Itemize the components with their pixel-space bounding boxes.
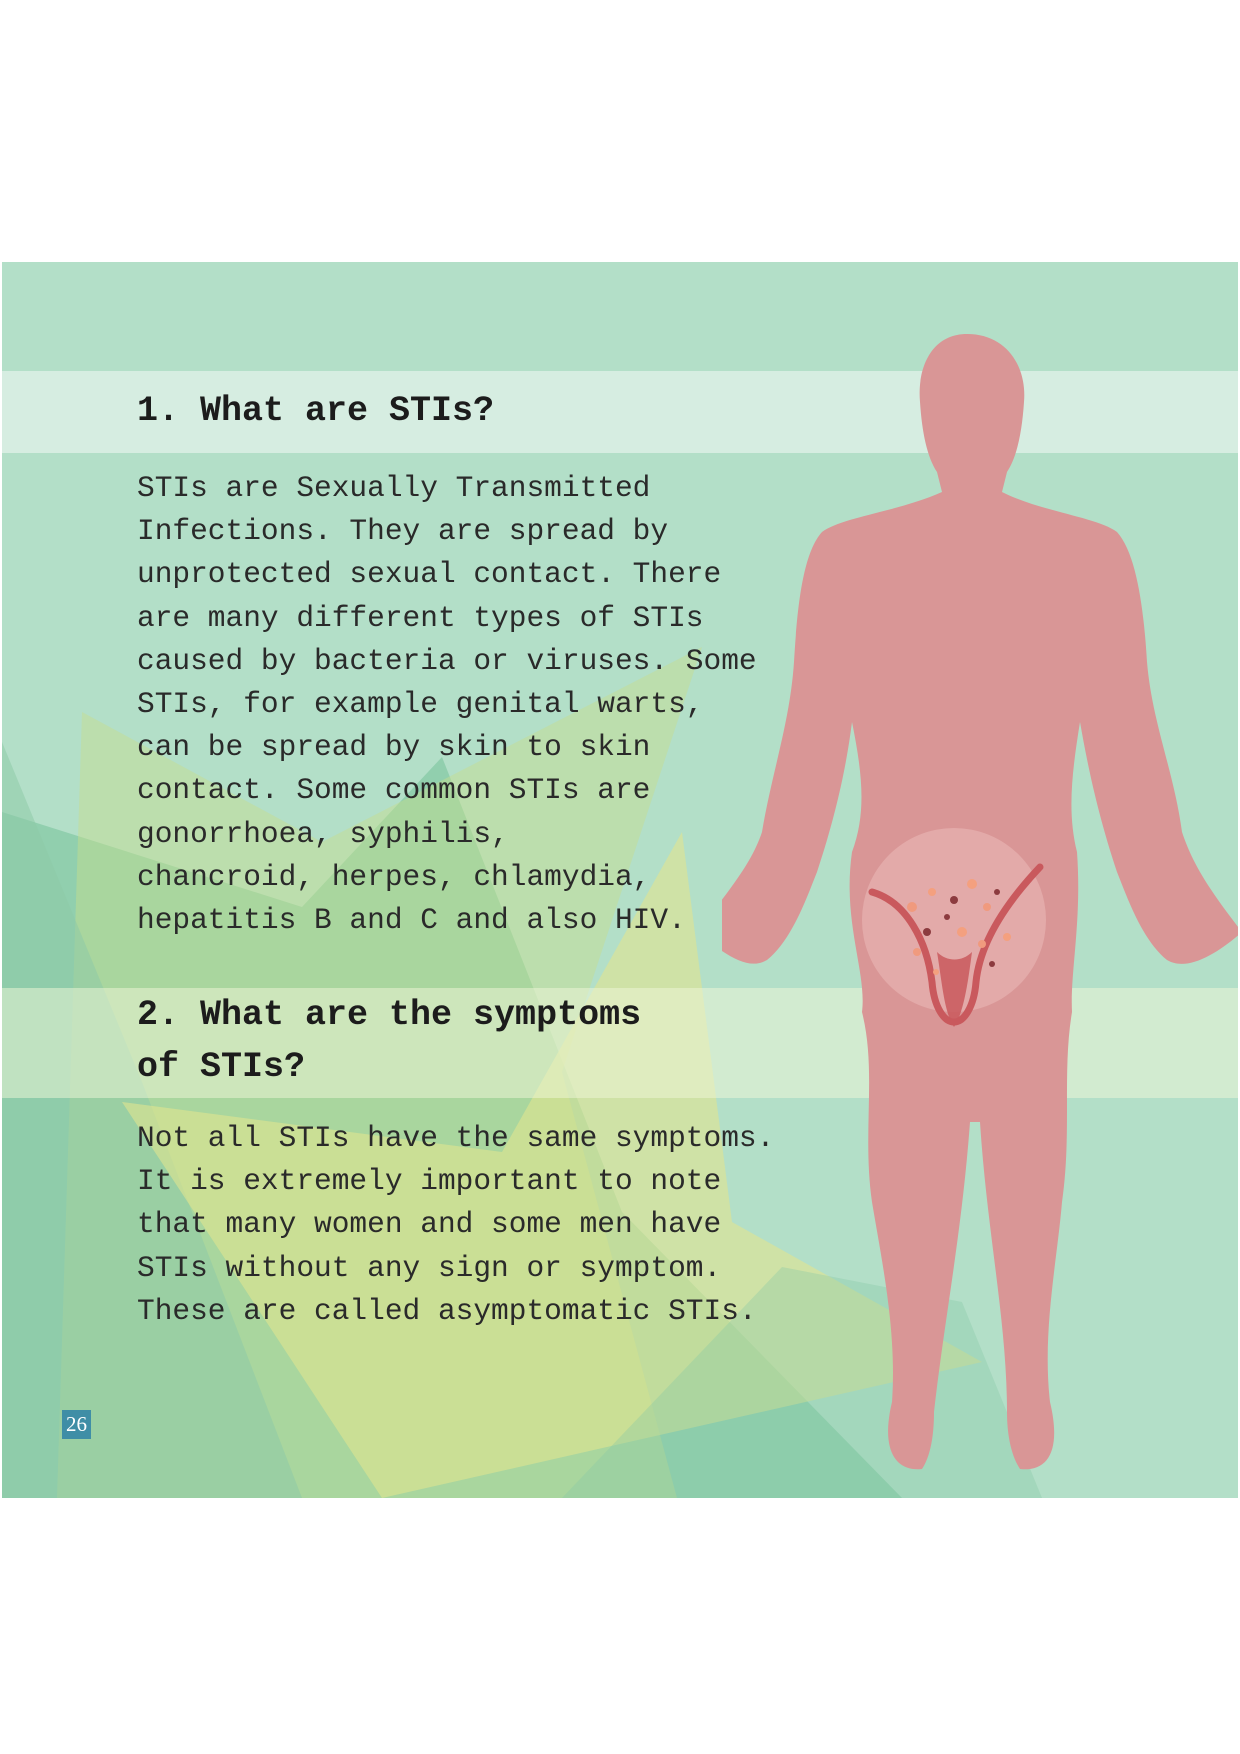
infection-dot [923, 928, 931, 936]
yellow-star-shape [122, 832, 982, 1498]
infection-dot [1003, 933, 1011, 941]
infection-dot [907, 902, 917, 912]
infection-dot [957, 927, 967, 937]
reproductive-organ-icon [937, 952, 972, 1027]
page-number: 26 [62, 1410, 91, 1439]
infection-dot [944, 914, 950, 920]
infection-dot [933, 969, 939, 975]
infection-dot [950, 896, 958, 904]
heading-band [2, 371, 1238, 453]
page-panel: 1. What are STIs? STIs are Sexually Tran… [2, 262, 1238, 1498]
section-body: STIs are Sexually Transmitted Infections… [137, 471, 757, 938]
infection-dot [967, 879, 977, 889]
infection-dot [978, 940, 986, 948]
infection-dot [994, 889, 1000, 895]
infection-dot [989, 961, 995, 967]
human-silhouette [722, 334, 1238, 1470]
section-heading: 2. What are the symptoms of STIs? [137, 995, 642, 1087]
infection-dot [913, 948, 921, 956]
human-body-illustration [722, 334, 1238, 1470]
infection-dot [928, 888, 936, 896]
section-heading: 1. What are STIs? [137, 391, 495, 431]
highlight-circle [862, 828, 1046, 1012]
infection-dot [983, 903, 991, 911]
background-star-art [2, 647, 1042, 1498]
section-body: Not all STIs have the same symptoms. It … [137, 1121, 775, 1328]
